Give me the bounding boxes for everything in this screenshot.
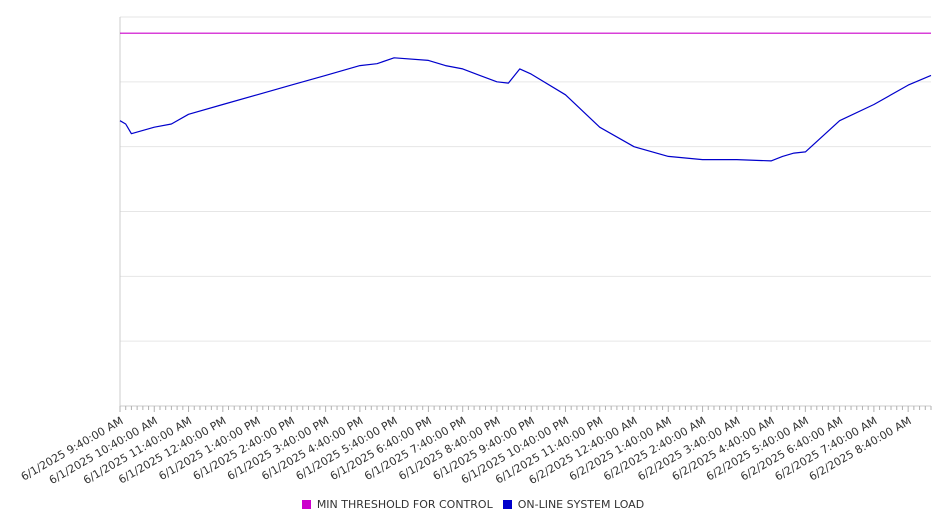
legend-swatch-threshold bbox=[301, 500, 311, 509]
gridlines bbox=[120, 16, 931, 342]
legend-label-system-load: ON-LINE SYSTEM LOAD bbox=[517, 498, 645, 511]
series-line-system-load bbox=[119, 57, 932, 162]
legend-label-threshold: MIN THRESHOLD FOR CONTROL bbox=[316, 498, 493, 511]
legend: MIN THRESHOLD FOR CONTROL ON-LINE SYSTEM… bbox=[0, 498, 946, 511]
axes bbox=[119, 17, 932, 412]
legend-item-threshold: MIN THRESHOLD FOR CONTROL bbox=[301, 498, 493, 511]
legend-swatch-system-load bbox=[502, 500, 512, 509]
x-tick-labels: 6/1/2025 9:40:00 AM6/1/2025 10:40:00 AM6… bbox=[19, 414, 914, 487]
legend-item-system-load: ON-LINE SYSTEM LOAD bbox=[502, 498, 645, 511]
series-lines bbox=[119, 32, 932, 162]
